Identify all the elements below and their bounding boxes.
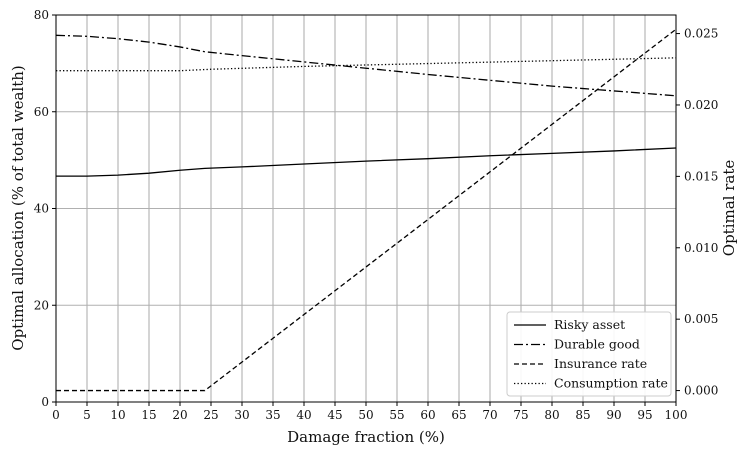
x-tick-label: 20	[172, 408, 187, 422]
x-tick-label: 15	[141, 408, 156, 422]
x-tick-label: 40	[296, 408, 311, 422]
x-tick-label: 5	[83, 408, 91, 422]
x-tick-label: 10	[110, 408, 125, 422]
x-tick-label: 100	[665, 408, 688, 422]
y-right-tick-label: 0.015	[684, 169, 718, 183]
y-left-tick-label: 60	[34, 105, 49, 119]
x-axis: 0 5 10 15 20 25 30 35 40 45 50 55 60 65 70 75 80 85 90 95 10…	[52, 402, 687, 422]
legend: Risky asset Durable good Insurance rate Con…	[506, 311, 672, 397]
x-tick-label: 95	[637, 408, 652, 422]
legend-label: Durable good	[554, 337, 640, 352]
y-left-tick-label: 40	[34, 202, 49, 216]
legend-label: Insurance rate	[554, 356, 647, 371]
x-tick-label: 35	[265, 408, 280, 422]
x-tick-label: 90	[606, 408, 621, 422]
series-line-risky-asset	[56, 147, 677, 177]
x-tick-label: 85	[575, 408, 590, 422]
x-tick-label: 70	[482, 408, 497, 422]
y-right-tick-label: 0.025	[684, 27, 718, 41]
y-left-tick-label: 0	[41, 395, 49, 409]
y-right-tick-label: 0.020	[684, 98, 718, 112]
x-tick-label: 30	[234, 408, 249, 422]
y-left-tick-label: 20	[34, 298, 49, 312]
x-tick-label: 45	[327, 408, 342, 422]
y-axis-right: 0.000 0.005 0.010 0.015 0.020 0.025	[676, 27, 718, 398]
x-tick-label: 75	[513, 408, 528, 422]
x-tick-label: 0	[52, 408, 60, 422]
x-axis-label: Damage fraction (%)	[287, 428, 445, 446]
x-tick-label: 50	[358, 408, 373, 422]
x-tick-label: 25	[203, 408, 218, 422]
x-tick-label: 55	[389, 408, 404, 422]
y-axis-left: 0 20 40 60 80	[34, 8, 56, 409]
x-tick-label: 65	[451, 408, 466, 422]
x-tick-label: 80	[544, 408, 559, 422]
y-right-tick-label: 0.010	[684, 241, 718, 255]
x-tick-label: 60	[420, 408, 435, 422]
series-lines	[55, 28, 677, 392]
legend-box	[506, 311, 672, 397]
series-line-insurance-rate	[56, 28, 677, 392]
y-right-tick-label: 0.000	[684, 384, 718, 398]
y-axis-left-label: Optimal allocation (% of total wealth)	[9, 65, 27, 350]
legend-label: Consumption rate	[554, 376, 668, 391]
legend-label: Risky asset	[554, 317, 625, 332]
y-axis-right-label: Optimal rate	[720, 160, 738, 257]
y-right-tick-label: 0.005	[684, 312, 718, 326]
y-left-tick-label: 80	[34, 8, 49, 22]
series-line-durable-good	[55, 34, 677, 97]
